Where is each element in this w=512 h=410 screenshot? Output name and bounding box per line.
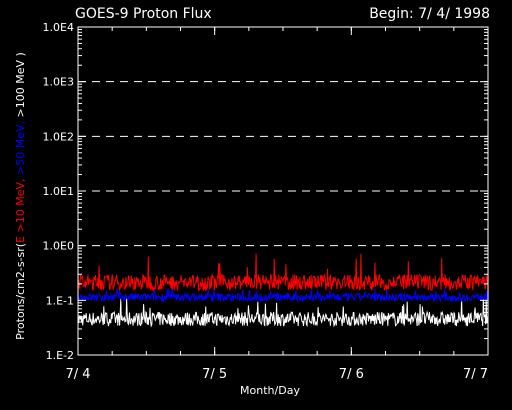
y-tick-label: 1.0E2 [43, 130, 74, 143]
chart-subtitle: Begin: 7/ 4/ 1998 [369, 6, 490, 22]
y-tick-label: 1.0E3 [43, 76, 74, 89]
series-line-0 [77, 253, 489, 293]
y-label-part: Protons/cm2-s-sr( [14, 243, 27, 340]
plot-area: 1.E-2 1.E-1 1.0E0 1.0E1 1.0E2 1.0E3 1.0E4 7/ 4 7… [43, 21, 489, 382]
x-tick-label: 7/ 6 [339, 367, 364, 382]
series-line-2 [77, 298, 489, 328]
x-tick-label: 7/ 7 [463, 367, 488, 382]
series-line-1 [77, 288, 489, 303]
x-tick-label: 7/ 5 [202, 367, 227, 382]
y-label-part: >100 MeV [14, 60, 27, 121]
y-label-part: E >10 MeV, [14, 178, 27, 242]
x-tick-label: 7/ 4 [65, 367, 90, 382]
chart-title: GOES-9 Proton Flux [75, 6, 212, 22]
y-tick-label: 1.E-2 [46, 349, 74, 362]
x-axis-label: Month/Day [240, 384, 300, 397]
y-tick-label: 1.E-1 [46, 294, 74, 307]
y-tick-label: 1.0E0 [43, 240, 74, 253]
y-axis-label: Protons/cm2-s-sr(E >10 MeV, >50 MeV, >10… [14, 52, 27, 340]
y-label-part: ) [14, 52, 27, 60]
y-label-part: >50 MeV, [14, 121, 27, 179]
y-tick-label: 1.0E1 [43, 185, 74, 198]
y-tick-label: 1.0E4 [43, 21, 74, 34]
